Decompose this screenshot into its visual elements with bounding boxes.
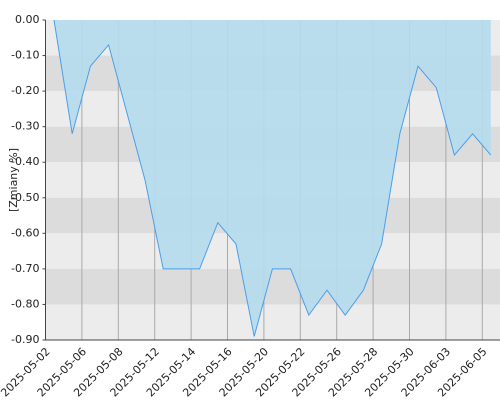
y-tick-label: -0.60 xyxy=(11,226,39,239)
y-tick-label: -0.20 xyxy=(11,84,39,97)
y-tick-label: 0.00 xyxy=(15,13,40,26)
y-tick-label: -0.80 xyxy=(11,297,39,310)
y-tick-label: -0.70 xyxy=(11,262,39,275)
y-tick-label: -0.50 xyxy=(11,191,39,204)
y-tick-label: -0.90 xyxy=(11,333,39,346)
area xyxy=(54,20,491,337)
band xyxy=(45,304,500,340)
y-tick-label: -0.10 xyxy=(11,49,39,62)
y-axis-label: [Zmiany %] xyxy=(7,148,20,212)
y-tick-label: -0.30 xyxy=(11,120,39,133)
line xyxy=(53,19,492,337)
y-tick-label: -0.40 xyxy=(11,155,39,168)
band xyxy=(45,268,500,305)
